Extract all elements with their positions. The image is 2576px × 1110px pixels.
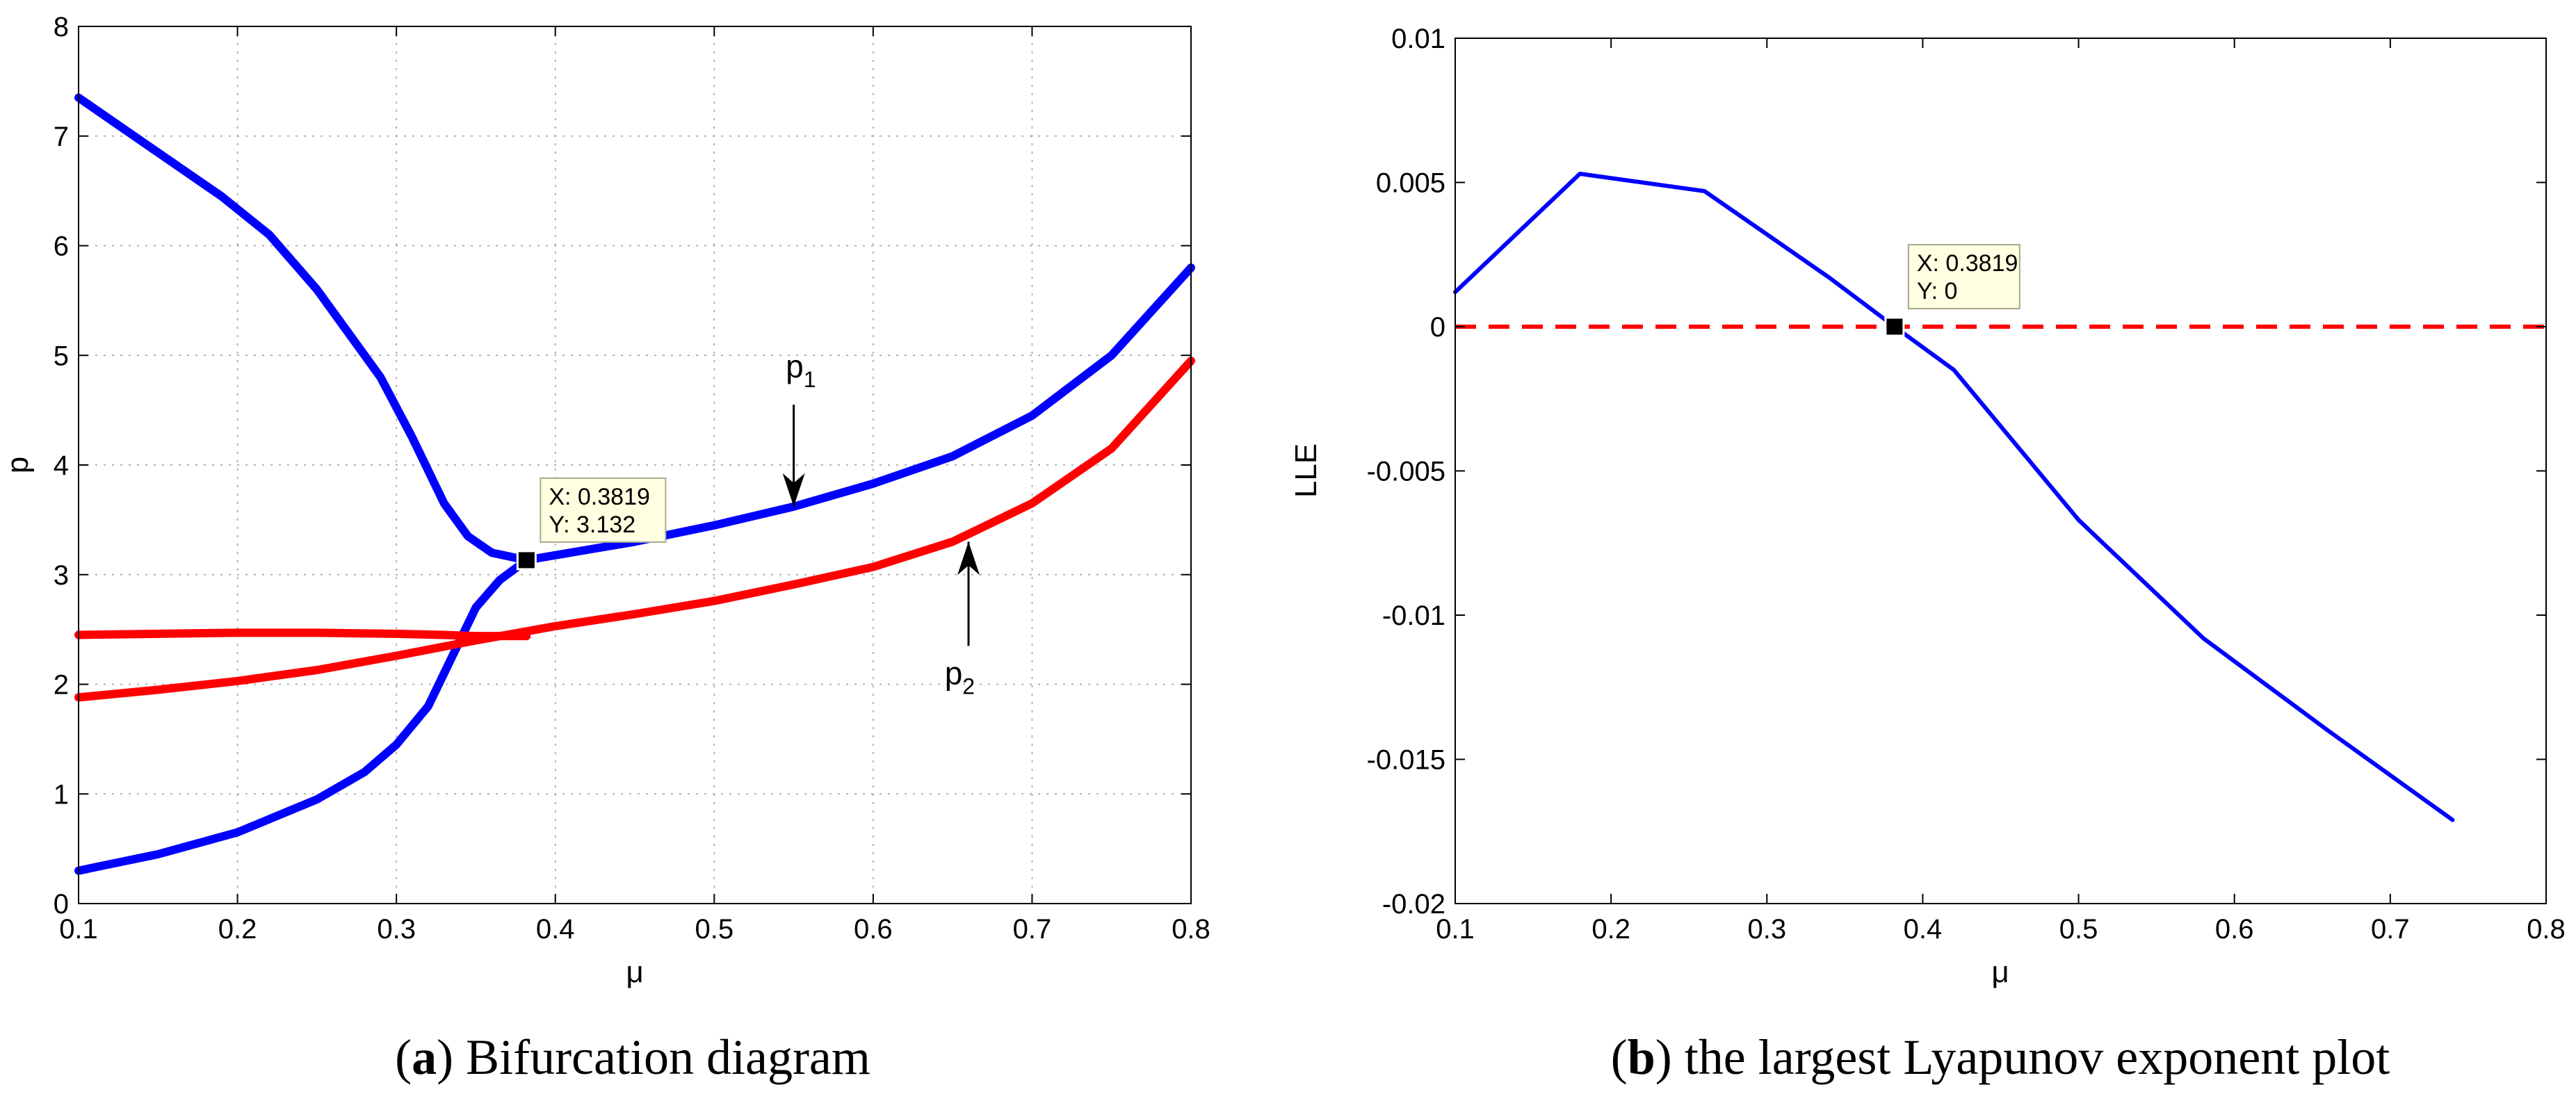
x-axis-label-a: μ [626, 955, 643, 989]
annotation-arrow-head [782, 473, 805, 507]
x-tick-label: 0.1 [1436, 914, 1475, 945]
series-line-p1-lower-branch [74, 555, 531, 875]
x-tick-label: 0.8 [1172, 914, 1210, 945]
annotations-a: p1 p2 [782, 348, 980, 699]
y-tick-label: 0 [1430, 312, 1445, 343]
x-tick-label: 0.2 [218, 914, 257, 945]
datatip-x-label: X: 0.3819 [1917, 250, 2018, 277]
datatip-y-label: Y: 0 [1917, 278, 1958, 304]
y-ticks-b: 0.01 0.005 0 -0.005 -0.01 -0.015 -0.02 [1367, 24, 2546, 920]
x-tick-label: 0.6 [854, 914, 893, 945]
y-tick-label: -0.01 [1382, 601, 1445, 631]
y-tick-label: 8 [54, 12, 69, 42]
series-line-p2-flat-branch [74, 628, 531, 641]
series-b [1453, 172, 2546, 822]
y-tick-label: 0.005 [1376, 168, 1445, 199]
x-tick-label: 0.6 [2215, 914, 2254, 945]
x-tick-label: 0.1 [59, 914, 98, 945]
y-tick-label: -0.02 [1382, 889, 1445, 920]
caption-a: (a) Bifurcation diagram [395, 1029, 870, 1085]
caption-b: (b) the largest Lyapunov exponent plot [1611, 1029, 2390, 1085]
datatip-box [540, 477, 667, 543]
y-axis-label-a: p [1, 457, 35, 473]
y-tick-label: 1 [54, 779, 69, 810]
y-tick-label: 7 [54, 122, 69, 152]
datatip-y-label: Y: 3.132 [549, 512, 635, 538]
lyapunov-chart: 0.1 0.2 0.3 0.4 0.5 0.6 0.7 0.8 0.01 0.005 0 -0.00… [1289, 24, 2566, 1085]
series-line-p1-upper-branch [74, 93, 531, 564]
y-tick-label: -0.005 [1367, 457, 1445, 487]
x-ticks-b: 0.1 0.2 0.3 0.4 0.5 0.6 0.7 0.8 [1436, 38, 2566, 945]
annotation-arrow-head [957, 541, 980, 576]
x-tick-label: 0.7 [2371, 914, 2410, 945]
annotation-label: p1 [786, 348, 816, 392]
x-tick-label: 0.3 [1747, 914, 1786, 945]
series-line-p2 [74, 357, 1195, 702]
datatip-x-label: X: 0.3819 [549, 484, 650, 510]
series-line-lle [1453, 172, 2455, 822]
x-axis-label-b: μ [1991, 955, 2009, 989]
y-tick-label: 3 [54, 560, 69, 591]
x-tick-label: 0.2 [1591, 914, 1630, 945]
x-tick-label: 0.5 [695, 914, 734, 945]
x-tick-label: 0.4 [536, 914, 575, 945]
y-ticks-a: 0 1 2 3 4 5 6 7 8 [54, 12, 1191, 920]
x-tick-label: 0.5 [2059, 914, 2098, 945]
plot-area-b [1455, 38, 2546, 904]
y-tick-label: 2 [54, 670, 69, 701]
x-tick-label: 0.3 [377, 914, 416, 945]
y-tick-label: 5 [54, 341, 69, 371]
datatip-marker [1884, 316, 1905, 337]
y-tick-label: 6 [54, 231, 69, 262]
datatip-box [1907, 244, 2020, 309]
y-tick-label: 0 [54, 889, 69, 920]
x-tick-label: 0.8 [2527, 914, 2566, 945]
x-tick-label: 0.7 [1013, 914, 1052, 945]
y-tick-label: -0.015 [1367, 745, 1445, 776]
y-tick-label: 4 [54, 450, 69, 481]
datatip-marker [516, 550, 537, 571]
x-tick-label: 0.4 [1904, 914, 1943, 945]
annotation-label: p2 [945, 655, 975, 699]
x-ticks-a: 0.1 0.2 0.3 0.4 0.5 0.6 0.7 0.8 [59, 26, 1210, 945]
y-tick-label: 0.01 [1391, 24, 1445, 54]
y-axis-label-b: LLE [1289, 443, 1323, 498]
